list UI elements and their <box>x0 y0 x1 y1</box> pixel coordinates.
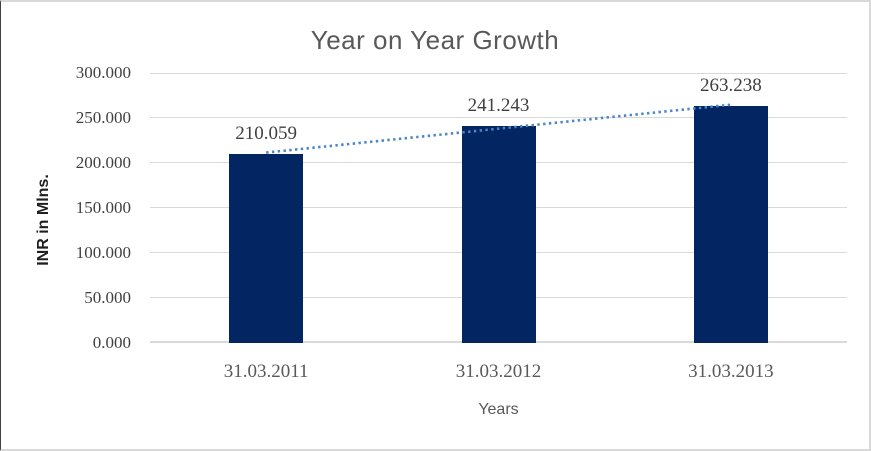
chart-title: Year on Year Growth <box>310 25 560 55</box>
gridline <box>150 73 847 74</box>
category-label: 31.03.2012 <box>455 361 542 382</box>
category-label: 31.03.2011 <box>223 361 309 382</box>
y-tick-label: 0.000 <box>92 333 131 352</box>
bar-value-label: 263.238 <box>699 75 762 97</box>
bar <box>229 153 304 343</box>
trendline <box>266 103 731 154</box>
x-axis-title: Years <box>478 401 519 418</box>
plot-area: 210.059 241.243 263.238 <box>150 73 847 343</box>
bar <box>461 125 536 343</box>
y-axis: 0.000 50.000 100.000 150.000 200.000 250.000 3… <box>1 63 131 352</box>
trendline-segment <box>266 103 731 154</box>
gridline <box>150 117 847 118</box>
bar-value-label: 210.059 <box>235 122 298 144</box>
category-label: 31.03.2013 <box>688 361 774 382</box>
y-tick-label: 300.000 <box>75 63 131 82</box>
bar <box>693 106 768 343</box>
y-tick-label: 100.000 <box>75 243 131 262</box>
y-tick-label: 50.000 <box>84 288 131 307</box>
x-axis: 31.03.2011 31.03.2012 31.03.2013 <box>150 360 847 384</box>
y-tick-label: 200.000 <box>75 153 131 172</box>
y-tick-label: 250.000 <box>75 108 131 127</box>
bar-value-label: 241.243 <box>467 94 530 116</box>
y-tick-label: 150.000 <box>75 198 131 217</box>
